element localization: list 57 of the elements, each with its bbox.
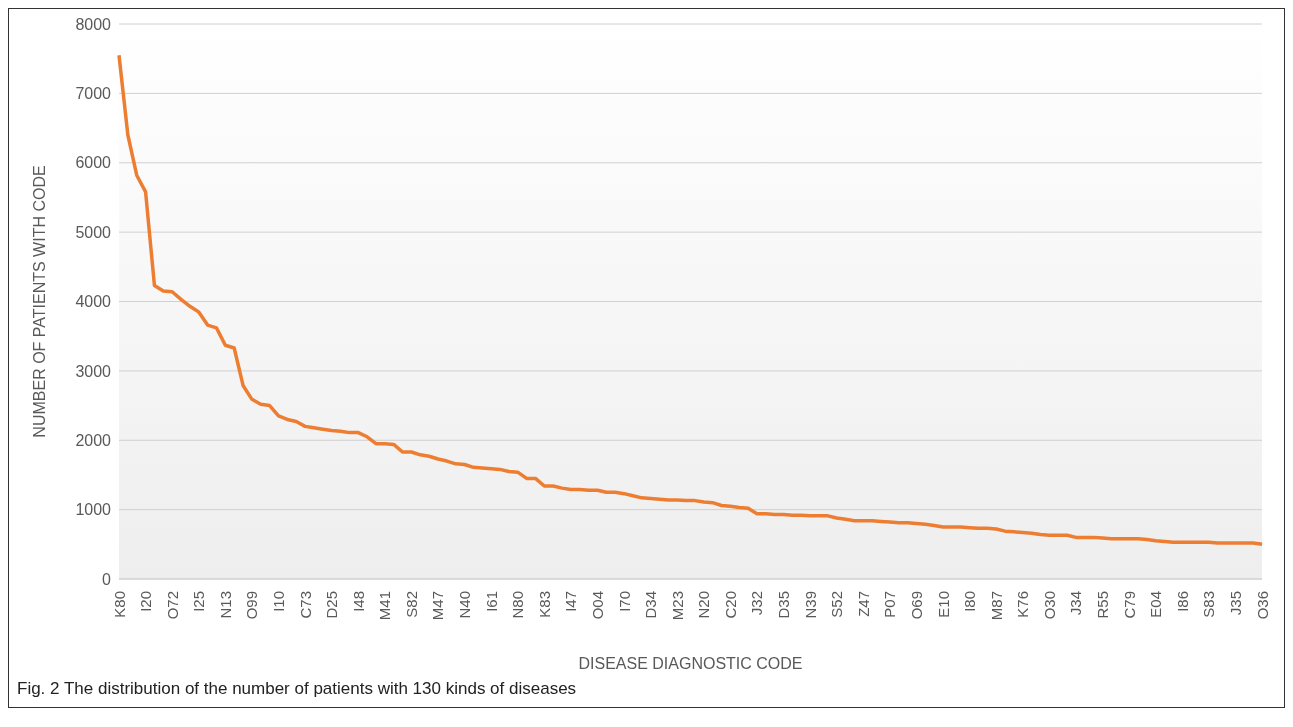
x-tick-label: I86: [1173, 591, 1191, 612]
x-tick-label: Z47: [854, 591, 872, 617]
line-series: [117, 53, 1264, 547]
x-tick-label: S52: [828, 591, 846, 618]
y-tick-label: 5000: [75, 223, 112, 241]
y-tick-label: 4000: [75, 293, 112, 311]
x-tick-label: D34: [642, 591, 660, 619]
y-tick-label: 8000: [75, 15, 112, 33]
x-tick-label: N13: [216, 591, 234, 619]
y-tick-label: 7000: [75, 85, 112, 103]
x-tick-label: N39: [801, 591, 819, 619]
x-tick-label: N40: [456, 591, 474, 619]
x-tick-label: N80: [509, 591, 527, 619]
y-tick-label: 1000: [75, 501, 112, 519]
x-tick-label: D35: [775, 591, 793, 619]
x-tick-label: I61: [482, 591, 500, 612]
x-tick-label: C73: [296, 591, 314, 619]
caption: Fig. 2 The distribution of the number of patients with 130 kinds of diseases: [16, 679, 578, 700]
x-tick-label: I70: [615, 591, 633, 612]
x-tick-label: J35: [1226, 591, 1244, 616]
x-tick-label: D25: [323, 591, 341, 619]
x-tick-label: I48: [349, 591, 367, 612]
x-tick-label: E10: [934, 591, 952, 618]
x-tick-label: I20: [137, 591, 155, 612]
x-tick-label: C79: [1120, 591, 1138, 619]
y-tick-label: 6000: [75, 154, 112, 172]
x-tick-label: O36: [1253, 591, 1271, 620]
x-tick-label: O04: [588, 591, 606, 620]
x-tick-label: I47: [562, 591, 580, 612]
x-tick-label: P07: [881, 591, 899, 618]
x-tick-label: O69: [907, 591, 925, 620]
x-tick-label: J32: [748, 591, 766, 616]
x-tick-label: I25: [190, 591, 208, 612]
y-tick-label: 2000: [75, 431, 112, 449]
y-axis-title: NUMBER OF PATIENTS WITH CODE: [30, 165, 48, 438]
x-tick-label: S83: [1200, 591, 1218, 618]
x-tick-label: O72: [163, 591, 181, 620]
y-tick-label: 0: [102, 570, 112, 588]
x-tick-label: O99: [243, 591, 261, 620]
x-tick-label: S82: [402, 591, 420, 618]
x-tick-label: M47: [429, 591, 447, 621]
x-tick-label: K83: [535, 591, 553, 618]
x-tick-label: C20: [721, 591, 739, 619]
x-tick-label: K76: [1014, 591, 1032, 618]
x-axis-title: DISEASE DIAGNOSTIC CODE: [578, 655, 803, 672]
y-tick-label: 3000: [75, 362, 112, 380]
x-tick-label: I80: [961, 591, 979, 612]
x-tick-label: J34: [1067, 591, 1085, 616]
x-tick-label: I10: [269, 591, 287, 612]
x-tick-label: R55: [1094, 591, 1112, 619]
x-tick-label: O30: [1040, 591, 1058, 620]
x-tick-label: K80: [110, 591, 128, 618]
x-tick-label: M23: [668, 591, 686, 621]
x-tick-label: M41: [376, 591, 394, 621]
x-tick-label: E04: [1147, 591, 1165, 618]
x-tick-label: N20: [695, 591, 713, 619]
x-tick-label: M87: [987, 591, 1005, 621]
